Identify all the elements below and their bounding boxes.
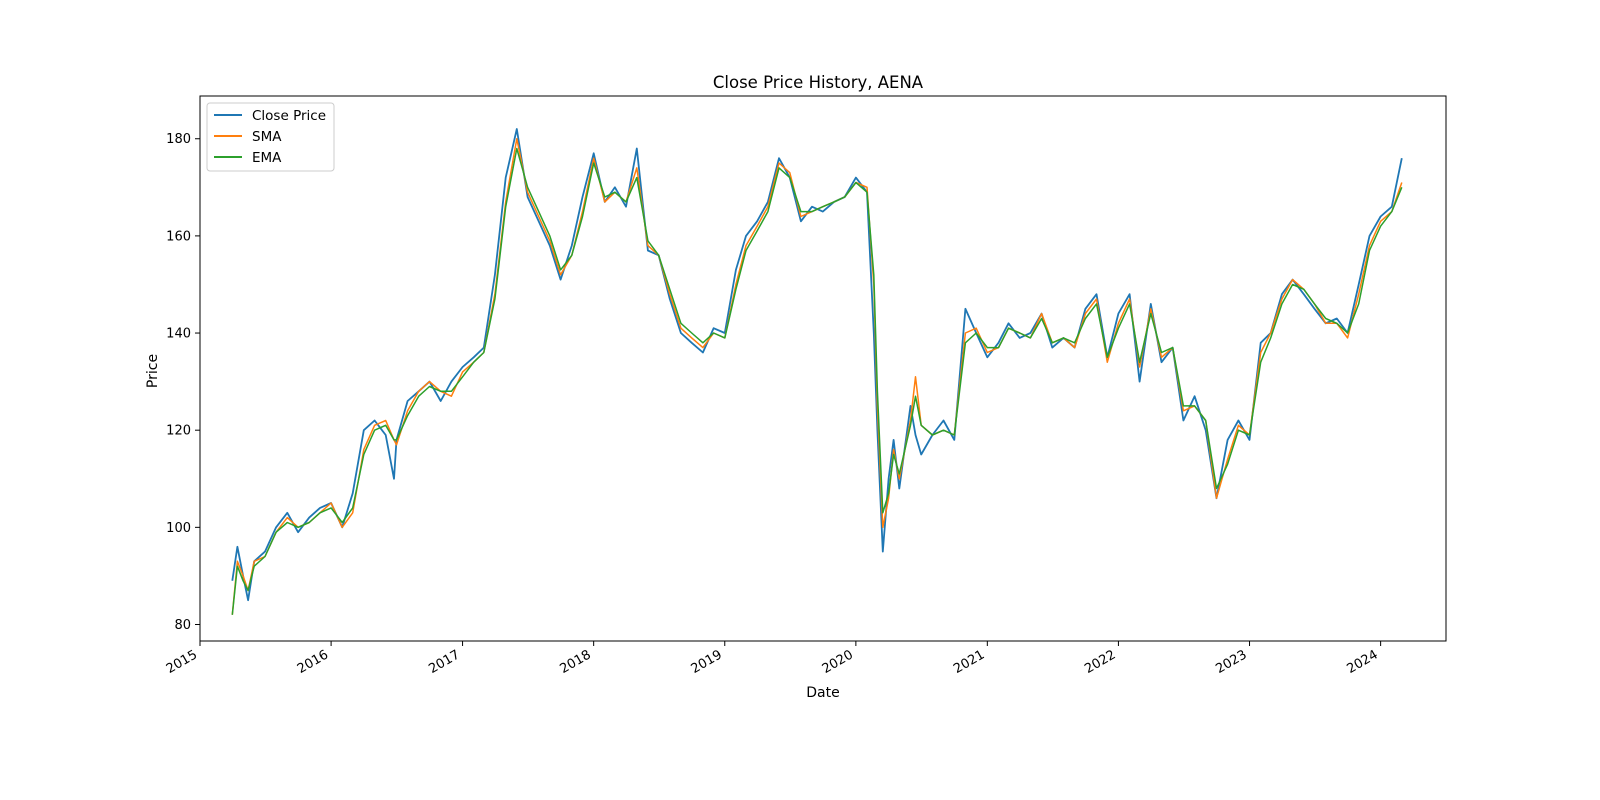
x-tick-label: 2016 (295, 647, 331, 677)
series-line-ema (231, 147, 1403, 615)
y-tick-label: 100 (166, 521, 191, 536)
y-axis: 80 100 120 140 160 180 (166, 132, 200, 633)
legend-box (206, 102, 335, 172)
x-axis: 2015 2016 2017 2018 2019 2020 2021 2022 2023 2024 (164, 641, 1382, 677)
x-tick-label: 2018 (558, 647, 594, 677)
x-tick-label: 2023 (1213, 647, 1249, 677)
legend-label-ema: EMA (252, 150, 282, 166)
y-axis-title: Price (145, 354, 161, 388)
y-tick-label: 160 (166, 229, 191, 244)
plot-area (231, 128, 1403, 615)
y-tick-label: 120 (166, 424, 191, 439)
x-tick-label: 2020 (820, 647, 856, 677)
legend: Close Price SMA EMA (206, 102, 335, 172)
x-tick-label: 2021 (951, 647, 987, 677)
x-tick-label: 2019 (689, 647, 725, 677)
x-axis-title: Date (806, 685, 839, 701)
x-tick-label: 2015 (164, 647, 200, 677)
x-tick-label: 2024 (1344, 647, 1380, 677)
series-line-close-price (231, 128, 1403, 602)
chart-title: Close Price History, AENA (713, 73, 924, 92)
plot-frame (199, 95, 1447, 642)
legend-label-sma: SMA (252, 129, 282, 145)
y-tick-label: 140 (166, 327, 191, 342)
y-tick-label: 180 (166, 132, 191, 147)
legend-label-close-price: Close Price (252, 108, 326, 124)
x-tick-label: 2022 (1082, 647, 1118, 677)
x-tick-label: 2017 (426, 647, 462, 677)
y-tick-label: 80 (174, 618, 191, 633)
